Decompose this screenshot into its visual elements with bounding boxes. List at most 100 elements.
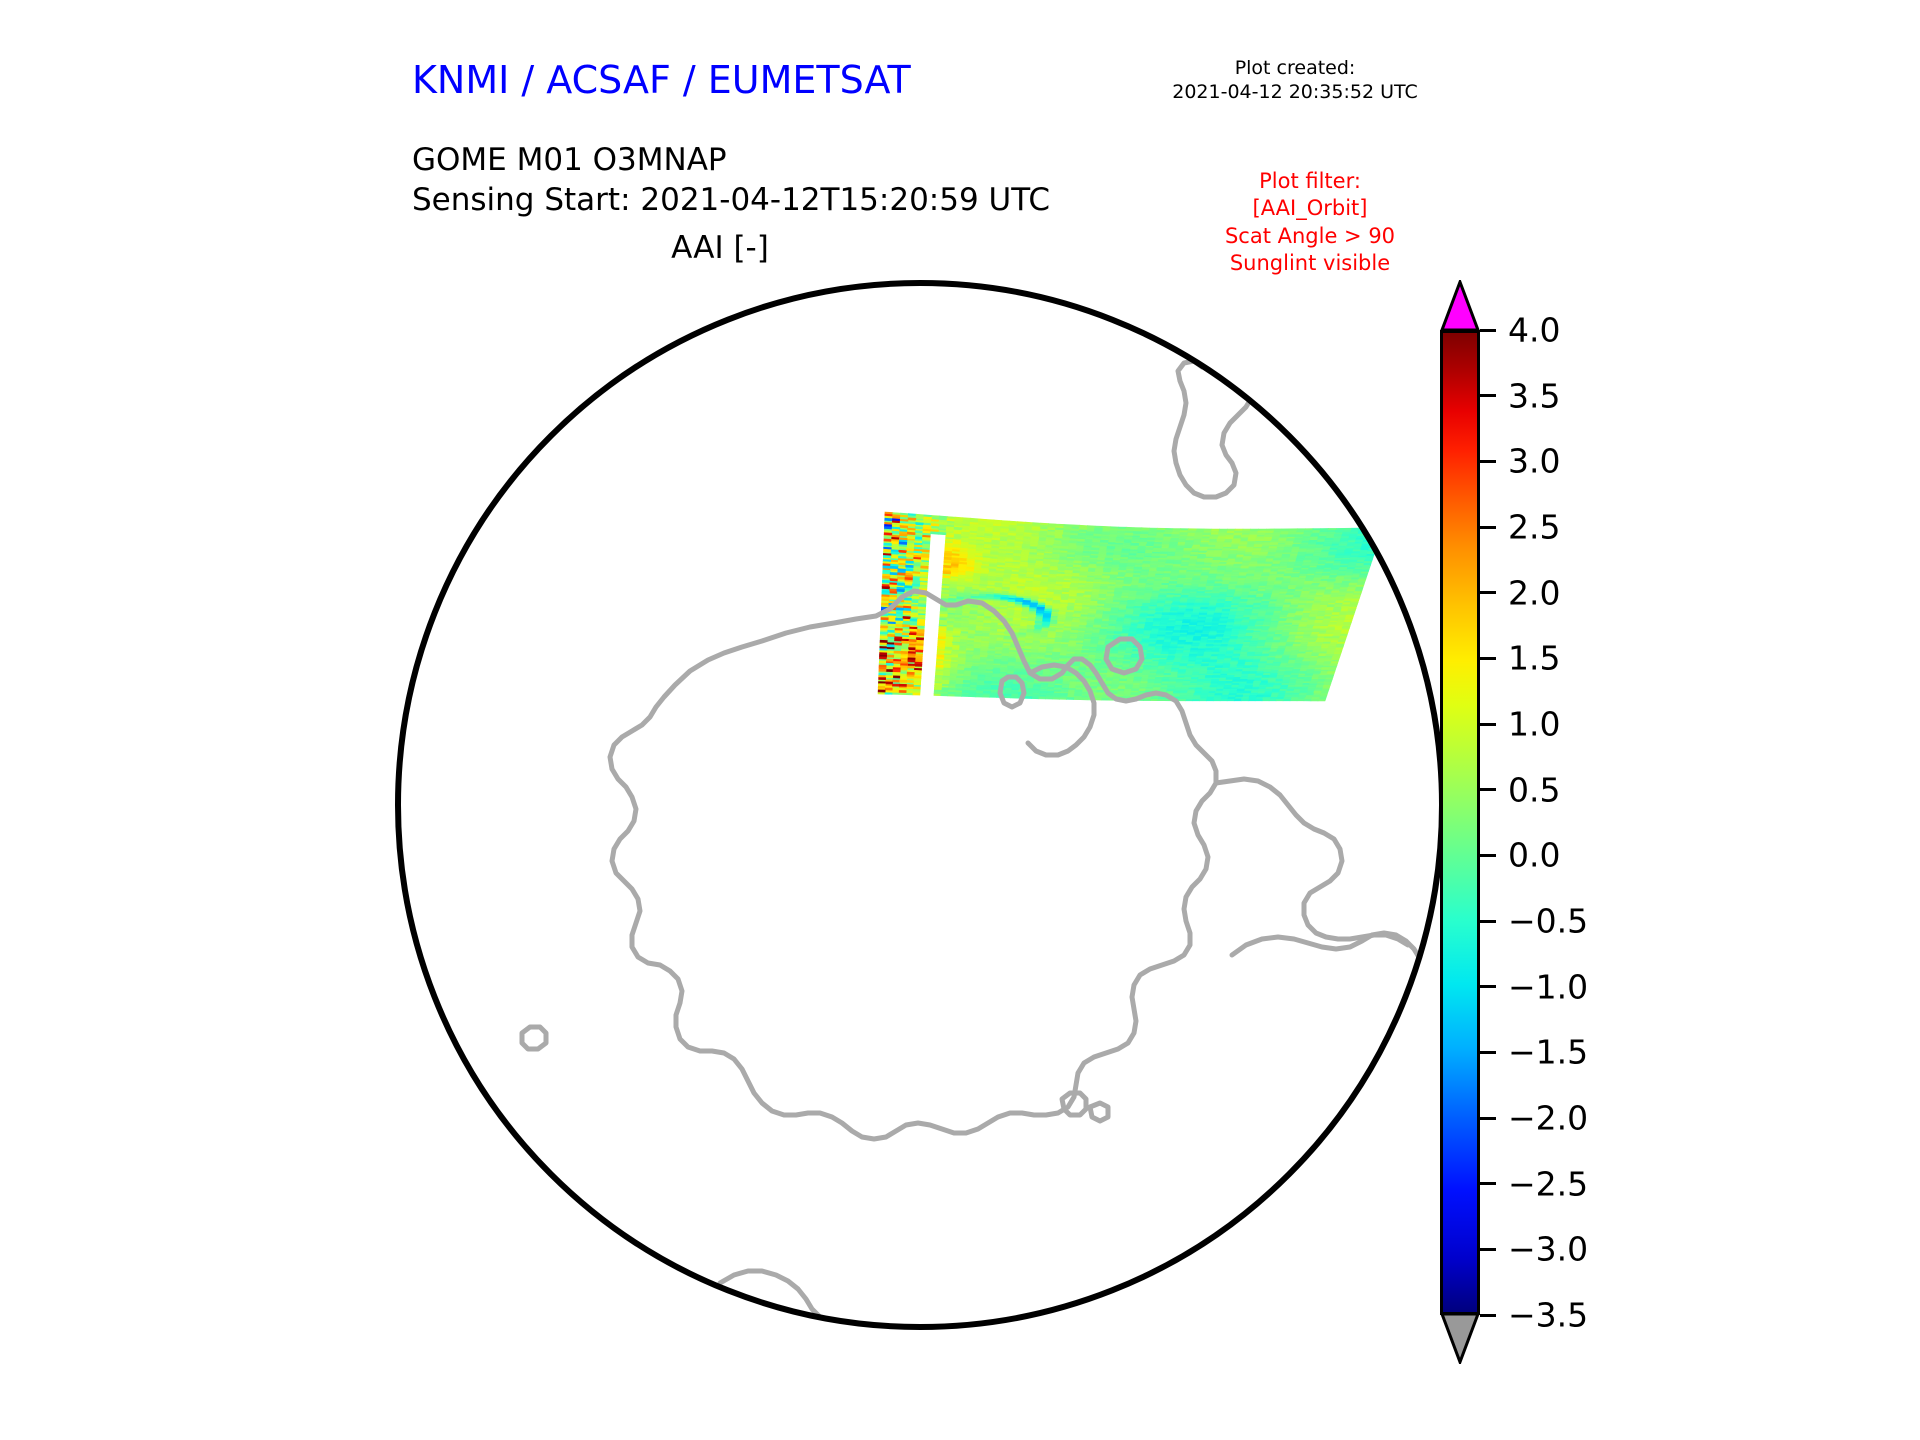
swath-pixel-group bbox=[1214, 665, 1223, 668]
product-info-block: GOME M01 O3MNAP Sensing Start: 2021-04-1… bbox=[412, 140, 1050, 221]
organisation-title: KNMI / ACSAF / EUMETSAT bbox=[412, 58, 911, 102]
swath-pixel-group bbox=[946, 518, 956, 522]
swath-pixel-group bbox=[895, 617, 904, 621]
swath-pixel-group bbox=[1318, 606, 1328, 610]
swath-pixel-group bbox=[886, 658, 894, 662]
swath-pixel-group bbox=[881, 586, 890, 590]
swath-pixel-group bbox=[896, 582, 906, 586]
colorbar-tick-label: 3.5 bbox=[1508, 376, 1561, 416]
swath-pixel-group bbox=[879, 652, 888, 656]
colorbar-tick-label: 0.0 bbox=[1508, 835, 1561, 875]
swath-pixel-group bbox=[975, 570, 1343, 653]
swath-pixel-group bbox=[1233, 618, 1243, 622]
colorbar-tick-label: −2.0 bbox=[1508, 1098, 1589, 1138]
colorbar-tick-mark bbox=[1480, 853, 1496, 857]
filter-line-3: Sunglint visible bbox=[1229, 250, 1391, 275]
coastline-island-inner-2 bbox=[1087, 1100, 1111, 1124]
swath-pixel-group bbox=[884, 526, 893, 530]
swath-pixel-group bbox=[908, 634, 917, 638]
swath-pixel-group bbox=[904, 577, 913, 581]
swath-pixel-group bbox=[905, 564, 914, 568]
swath-pixel-group bbox=[896, 588, 905, 593]
colorbar-tick-mark bbox=[1480, 1182, 1496, 1186]
swath-pixel-group bbox=[1030, 592, 1040, 596]
swath-pixel-group bbox=[964, 582, 973, 586]
swath-pixel-group bbox=[1159, 645, 1284, 702]
colorbar-tick-label: −0.5 bbox=[1508, 901, 1589, 941]
swath-pixel-group bbox=[877, 683, 886, 687]
colorbar-tick-mark bbox=[1480, 788, 1496, 792]
swath-pixel-group bbox=[916, 633, 925, 637]
swath-pixel-group bbox=[999, 608, 1324, 625]
swath-pixel-group bbox=[943, 556, 953, 561]
colorbar-tick-mark bbox=[1480, 525, 1496, 529]
swath-pixel-group bbox=[965, 572, 974, 576]
colorbar-gradient bbox=[1440, 330, 1480, 1315]
colorbar-tick-mark bbox=[1480, 919, 1496, 923]
swath-pixel-group bbox=[1165, 628, 1211, 631]
colorbar[interactable]: 4.0 3.5 3.0 2.5 2.0 1.5 1.0 0.5 0.0 −0.5 −1.0 −1.5 −… bbox=[1432, 280, 1662, 1364]
swath-pixel-group bbox=[997, 579, 1094, 628]
colorbar-tick-label: 2.0 bbox=[1508, 573, 1561, 613]
swath-pixel-group bbox=[881, 579, 891, 584]
colorbar-tick-label: −3.5 bbox=[1508, 1295, 1589, 1335]
polar-map[interactable] bbox=[390, 275, 1450, 1335]
swath-pixel-group bbox=[897, 560, 907, 564]
colorbar-tick-label: 0.5 bbox=[1508, 770, 1561, 810]
swath-pixel-group bbox=[884, 687, 893, 691]
swath-pixel-group bbox=[1179, 630, 1201, 641]
swath-pixel-group bbox=[965, 568, 975, 572]
swath-pixel-group bbox=[881, 602, 890, 606]
swath-pixel-group bbox=[906, 671, 915, 675]
swath-pixel-group bbox=[1130, 658, 1291, 682]
swath-pixel-group bbox=[1180, 622, 1226, 643]
swath-pixel-group bbox=[1208, 632, 1237, 672]
swath-pixel-group bbox=[944, 638, 953, 642]
swath-pixel-group bbox=[917, 618, 926, 622]
swath-pixel-group bbox=[1171, 635, 1180, 639]
swath-pixel-group bbox=[907, 517, 917, 521]
page-title: AAI [-] bbox=[671, 230, 769, 266]
plot-created-label: Plot created: bbox=[1234, 57, 1356, 79]
swath-pixel-group bbox=[886, 644, 895, 648]
colorbar-tick-label: 1.5 bbox=[1508, 638, 1561, 678]
swath-pixel-group bbox=[892, 669, 901, 673]
swath-pixel-group bbox=[893, 661, 902, 665]
swath-pixel-group bbox=[904, 581, 913, 585]
swath-pixel-group bbox=[904, 585, 913, 589]
colorbar-tick-label: 4.0 bbox=[1508, 310, 1561, 350]
coastline-island-stewart bbox=[1103, 636, 1145, 676]
swath-pixel-group bbox=[902, 616, 911, 620]
swath-pixel-group bbox=[1134, 602, 1143, 605]
colorbar-tick-mark bbox=[1480, 722, 1496, 726]
coastlines-layer bbox=[519, 322, 1442, 1327]
swath-pixel-group bbox=[877, 689, 886, 693]
swath-pixel-group bbox=[909, 614, 919, 618]
swath-pixel-group bbox=[1155, 641, 1171, 649]
colorbar-tick-mark bbox=[1480, 656, 1496, 660]
colorbar-tick-label: 2.5 bbox=[1508, 507, 1561, 547]
colorbar-tick-mark bbox=[1480, 328, 1496, 332]
swath-pixel-group bbox=[915, 649, 924, 653]
swath-pixel-group bbox=[898, 690, 907, 693]
aai-swath-layer bbox=[877, 511, 1384, 702]
plot-filter-block: Plot filter: [AAI_Orbit] Scat Angle > 90… bbox=[1160, 168, 1460, 277]
swath-pixel-group bbox=[889, 572, 899, 576]
swath-pixel-group bbox=[913, 678, 922, 682]
colorbar-tick-mark bbox=[1480, 394, 1496, 398]
swath-pixel-group bbox=[878, 668, 887, 672]
swath-pixel-group bbox=[1025, 560, 1347, 636]
filter-line-0: Plot filter: bbox=[1259, 169, 1361, 193]
sensing-start-line: Sensing Start: 2021-04-12T15:20:59 UTC bbox=[412, 182, 1050, 219]
colorbar-tick-label: −2.5 bbox=[1508, 1164, 1589, 1204]
swath-pixel-group bbox=[889, 578, 898, 582]
swath-pixel-group bbox=[910, 550, 990, 646]
colorbar-tick-mark bbox=[1480, 1313, 1496, 1317]
coastline-island-inner bbox=[1059, 1090, 1089, 1118]
swath-pixel-group bbox=[959, 553, 968, 558]
swath-pixel-group bbox=[885, 675, 894, 679]
coastline-island-west bbox=[519, 1024, 549, 1052]
swath-pixel-group bbox=[889, 584, 898, 588]
swath-pixel-group bbox=[912, 573, 921, 577]
swath-pixel-group bbox=[882, 565, 891, 569]
